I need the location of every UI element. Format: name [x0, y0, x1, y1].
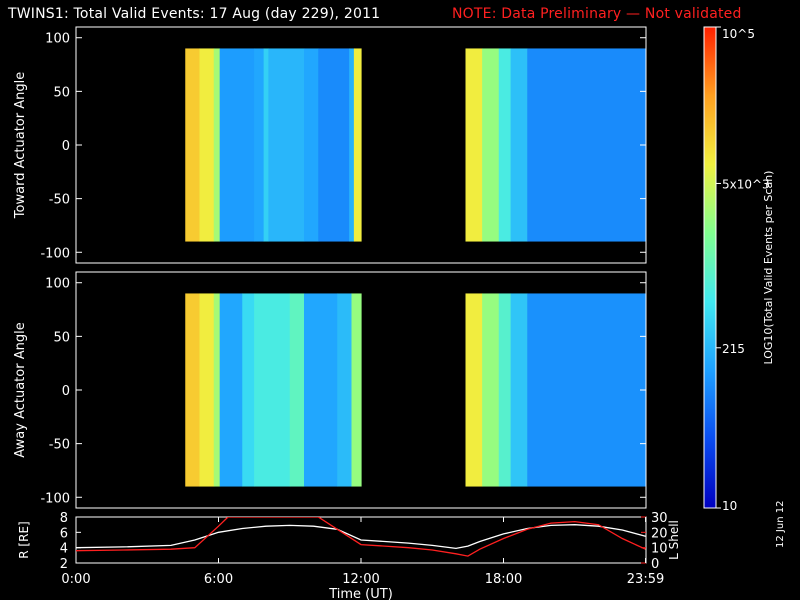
heat-cell — [498, 48, 512, 242]
data-block-2 — [465, 48, 647, 242]
x-axis-label: Time (UT) — [328, 587, 393, 600]
y-tick-label: -100 — [40, 491, 70, 506]
radius-series — [76, 524, 646, 550]
heat-cell — [213, 293, 221, 487]
y-tick-label: 2 — [60, 557, 68, 572]
heat-cell — [263, 48, 269, 242]
y2-tick-label: 20 — [651, 526, 668, 541]
y2-tick-label: 0 — [651, 557, 659, 572]
y-axis-label: R [RE] — [17, 521, 31, 558]
heat-cell — [268, 48, 305, 242]
heat-cell — [510, 48, 528, 242]
y-tick-label: 100 — [45, 277, 70, 292]
heat-cell — [337, 293, 353, 487]
date-stamp: 12 Jun 12 — [775, 500, 786, 548]
heat-cell — [304, 293, 338, 487]
heat-cell — [465, 48, 483, 242]
heat-cell — [349, 48, 355, 242]
y-tick-label: -100 — [40, 246, 70, 261]
heat-cell — [527, 293, 647, 487]
x-tick-label: 23:59 — [627, 572, 664, 587]
colorbar-tick-label: 215 — [722, 342, 745, 356]
y-tick-label: -50 — [49, 193, 70, 208]
heat-cell — [482, 48, 500, 242]
colorbar-tick-label: 10 — [722, 499, 737, 513]
y-axis-label: Toward Actuator Angle — [13, 72, 28, 219]
y-tick-label: -50 — [49, 438, 70, 453]
x-tick-label: 12:00 — [342, 572, 379, 587]
y2-axis-label: L Shell — [667, 520, 681, 560]
y-tick-label: 0 — [62, 139, 70, 154]
heat-cell — [289, 293, 305, 487]
colorbar: 10 215 5x10^3 10^5 LOG10(Total Valid Events … — [703, 26, 775, 513]
x-tick-label: 6:00 — [204, 572, 233, 587]
heat-cell — [199, 293, 215, 487]
heat-cell — [199, 48, 215, 242]
x-tick-label: 0:00 — [61, 572, 90, 587]
heat-cell — [482, 293, 500, 487]
heat-cell — [254, 293, 291, 487]
heat-cell — [304, 48, 319, 242]
data-block-1 — [185, 293, 362, 487]
colorbar-bar — [703, 26, 717, 509]
data-block-1 — [185, 48, 362, 242]
y-tick-label: 4 — [60, 542, 68, 557]
heat-cell — [527, 48, 647, 242]
x-tick-label: 18:00 — [485, 572, 522, 587]
preliminary-note: NOTE: Data Preliminary — Not validated — [452, 6, 742, 22]
heat-cell — [219, 48, 255, 242]
colorbar-label: LOG10(Total Valid Events per Scan) — [762, 171, 775, 365]
away-heatmap-panel: 100 50 0 -50 -100 Away Actuator Angle — [13, 271, 647, 509]
y-axis-label: Away Actuator Angle — [13, 322, 28, 457]
heat-cell — [318, 48, 350, 242]
l-shell-series — [76, 517, 646, 557]
y-tick-label: 8 — [60, 511, 68, 526]
series-group — [76, 517, 646, 557]
data-block-2 — [465, 293, 647, 487]
heat-cell — [185, 48, 201, 242]
toward-heatmap-panel: 100 50 0 -50 -100 Toward Actuator Angle — [13, 26, 647, 264]
y-tick-label: 0 — [62, 384, 70, 399]
y-tick-label: 6 — [60, 526, 68, 541]
y2-tick-label: 10 — [651, 542, 668, 557]
plot-title: TWINS1: Total Valid Events: 17 Aug (day … — [8, 6, 381, 22]
heat-cell — [213, 48, 221, 242]
heat-cell — [254, 48, 265, 242]
colorbar-tick-label: 5x10^3 — [722, 177, 770, 191]
heat-cell — [465, 293, 483, 487]
colorbar-tick-label: 10^5 — [722, 27, 755, 41]
heat-cell — [498, 293, 512, 487]
heat-cell — [242, 293, 255, 487]
y-tick-label: 100 — [45, 32, 70, 47]
heat-cell — [510, 293, 528, 487]
heat-cell — [353, 48, 362, 242]
heat-cell — [351, 293, 362, 487]
heat-cell — [219, 293, 243, 487]
y-tick-label: 50 — [53, 85, 70, 100]
heat-cell — [185, 293, 201, 487]
y2-tick-label: 30 — [651, 511, 668, 526]
y-tick-label: 50 — [53, 330, 70, 345]
